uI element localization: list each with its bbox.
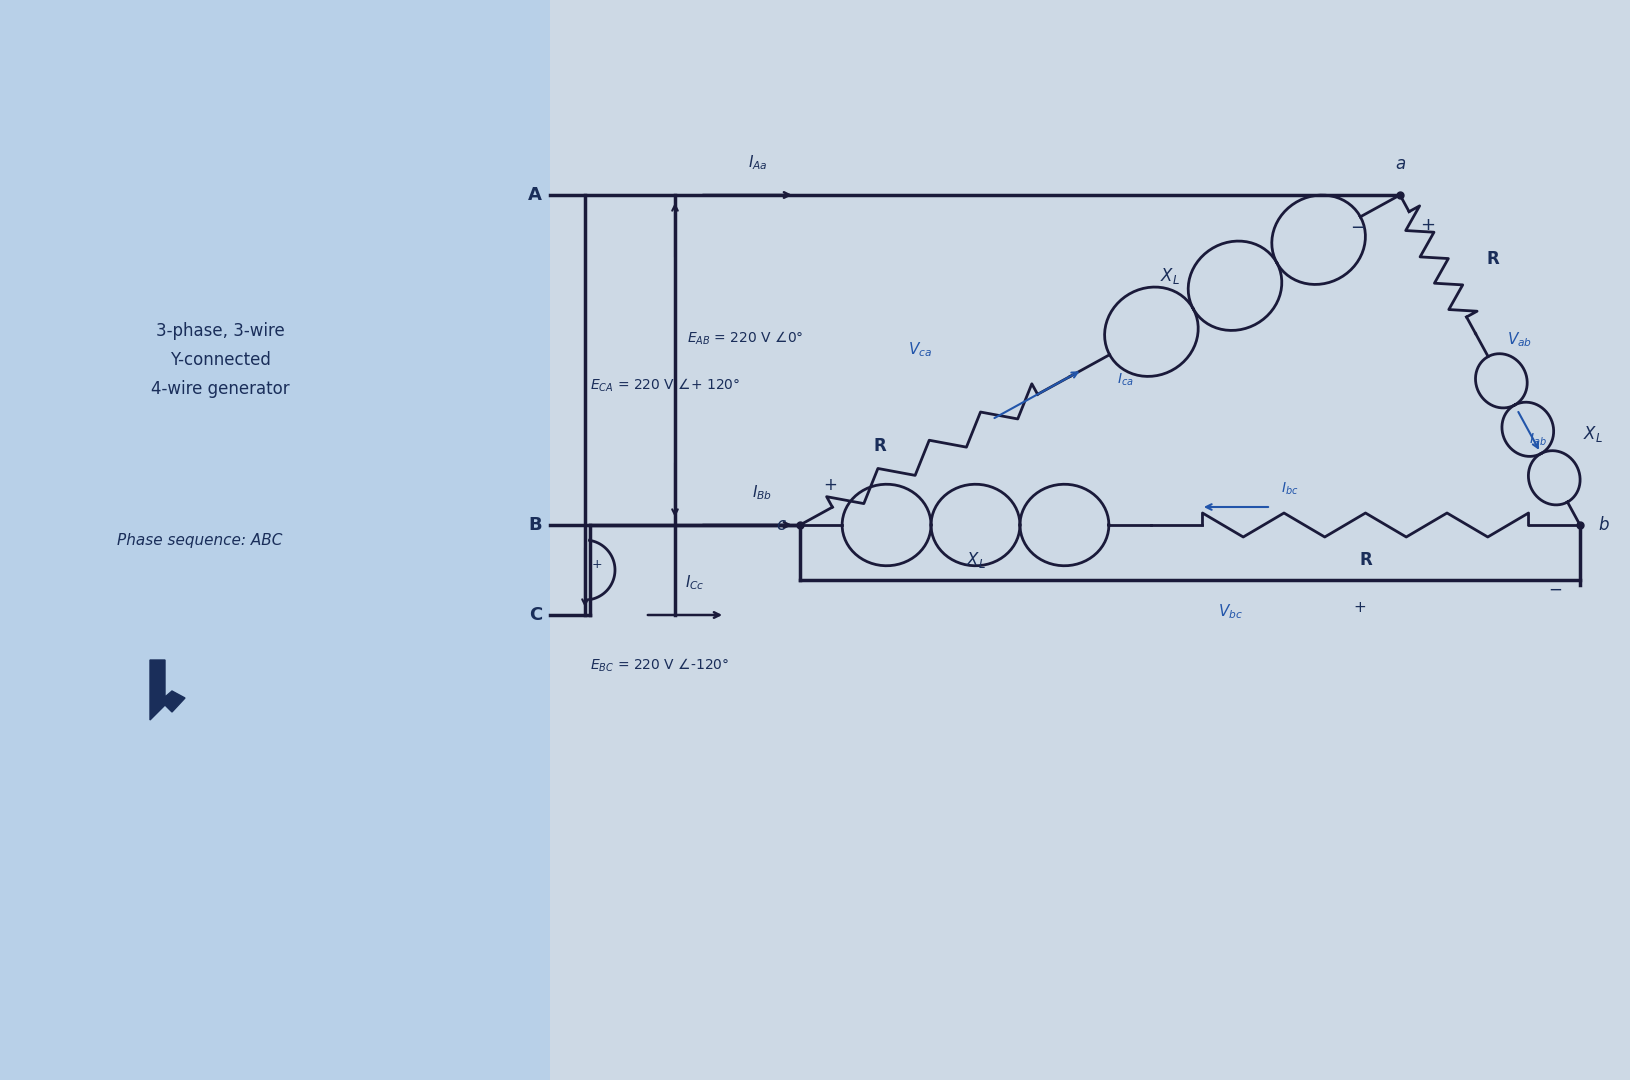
Text: a: a	[1395, 156, 1405, 173]
Text: $V_{ca}$: $V_{ca}$	[908, 340, 932, 360]
Text: b: b	[1597, 516, 1609, 534]
Text: R: R	[1359, 551, 1372, 569]
Text: c: c	[776, 516, 786, 534]
Text: 3-phase, 3-wire
Y-connected
4-wire generator: 3-phase, 3-wire Y-connected 4-wire gener…	[150, 322, 289, 399]
Text: B: B	[528, 516, 543, 534]
Text: −: −	[1548, 581, 1562, 599]
Text: +: +	[823, 476, 836, 494]
Text: R: R	[1487, 251, 1500, 268]
Text: $I_{Bb}$: $I_{Bb}$	[753, 483, 773, 502]
Text: $I_{Aa}$: $I_{Aa}$	[748, 153, 768, 172]
Text: Phase sequence: ABC: Phase sequence: ABC	[117, 532, 282, 548]
Text: A: A	[528, 186, 543, 204]
Text: $X_L$: $X_L$	[1583, 424, 1602, 444]
Text: $E_{CA}$ = 220 V $\angle$+ 120°: $E_{CA}$ = 220 V $\angle$+ 120°	[590, 376, 740, 394]
Text: +: +	[1353, 600, 1366, 615]
Text: $X_L$: $X_L$	[1161, 266, 1180, 286]
Text: $I_{bc}$: $I_{bc}$	[1281, 481, 1299, 497]
Text: C: C	[528, 606, 543, 624]
Text: $V_{ab}$: $V_{ab}$	[1508, 330, 1532, 349]
Text: R: R	[874, 436, 887, 455]
Text: $I_{ca}$: $I_{ca}$	[1117, 372, 1134, 388]
Text: +: +	[1420, 216, 1436, 234]
Text: $E_{BC}$ = 220 V $\angle$-120°: $E_{BC}$ = 220 V $\angle$-120°	[590, 657, 729, 674]
Polygon shape	[150, 660, 184, 720]
Text: $E_{AB}$ = 220 V $\angle$0°: $E_{AB}$ = 220 V $\angle$0°	[686, 329, 804, 347]
Text: $X_L$: $X_L$	[965, 550, 986, 570]
Text: $V_{bc}$: $V_{bc}$	[1218, 603, 1242, 621]
Text: $I_{ab}$: $I_{ab}$	[1529, 431, 1547, 448]
Text: $I_{Cc}$: $I_{Cc}$	[685, 573, 704, 592]
Bar	[0, 0, 549, 1080]
Text: +: +	[592, 558, 603, 571]
Text: −: −	[1350, 219, 1366, 237]
